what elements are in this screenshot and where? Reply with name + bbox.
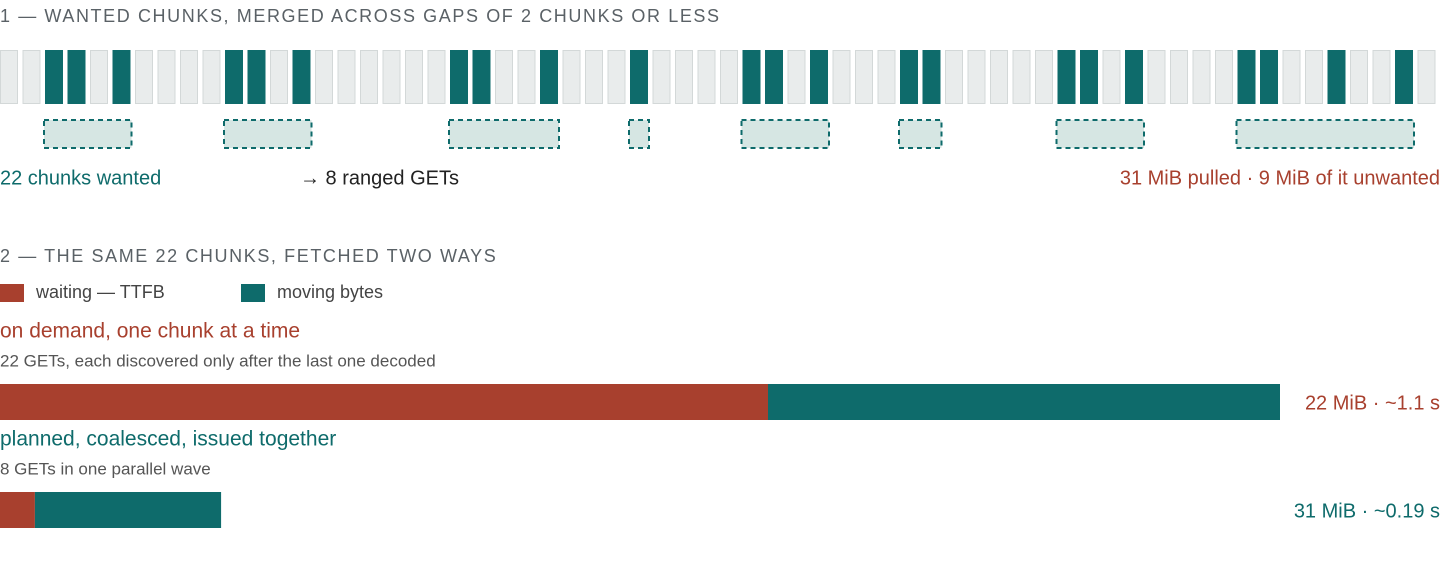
chunk: [562, 50, 581, 104]
legend: waiting — TTFB moving bytes: [0, 282, 383, 302]
row-subtitle: 22 GETs, each discovered only after the …: [0, 351, 436, 370]
row-summary: 22 MiB · ~1.1 s: [1305, 392, 1440, 414]
chunk: [337, 50, 356, 104]
wanted-chunk: [1125, 50, 1143, 104]
chunk: [202, 50, 221, 104]
chunk: [90, 50, 108, 104]
chunk-strip: [0, 50, 1436, 104]
chunk: [1372, 50, 1391, 104]
chunk: [990, 50, 1008, 104]
wanted-chunk: [1080, 50, 1098, 104]
ranged-get: [628, 119, 650, 149]
ranged-get: [1055, 119, 1145, 149]
wanted-chunk: [540, 50, 558, 104]
chunk: [1035, 50, 1053, 104]
wanted-chunk: [1395, 50, 1413, 104]
wanted-chunk: [1057, 50, 1076, 104]
chunk: [382, 50, 401, 104]
ranged-get: [898, 119, 943, 149]
chunk: [315, 50, 333, 104]
wanted-chunk: [630, 50, 648, 104]
row-title: planned, coalesced, issued together: [0, 428, 336, 451]
chunk: [135, 50, 153, 104]
time-segment: [768, 384, 1280, 420]
legend-label: waiting — TTFB: [35, 282, 165, 302]
legend-label: moving bytes: [277, 282, 383, 302]
chunk: [1170, 50, 1188, 104]
section-heading: 1 — WANTED CHUNKS, MERGED ACROSS GAPS OF…: [0, 6, 721, 26]
time-segment: [0, 384, 768, 420]
wanted-chunk: [247, 50, 266, 104]
chunk: [1147, 50, 1166, 104]
row-subtitle: 8 GETs in one parallel wave: [0, 459, 211, 478]
wanted-label: 22 chunks wanted: [0, 167, 161, 189]
chunk: [877, 50, 896, 104]
chunk: [0, 50, 18, 104]
wanted-chunk: [810, 50, 828, 104]
wanted-chunk: [112, 50, 131, 104]
chunk: [720, 50, 738, 104]
chunk: [1012, 50, 1031, 104]
pulled-label: 31 MiB pulled · 9 MiB of it unwanted: [1120, 167, 1440, 189]
wanted-chunk: [1260, 50, 1278, 104]
chunk: [1305, 50, 1323, 104]
chunk: [427, 50, 446, 104]
chunk: [607, 50, 626, 104]
chunk: [832, 50, 851, 104]
chunk: [1417, 50, 1436, 104]
chunk: [1102, 50, 1121, 104]
wanted-chunk: [900, 50, 918, 104]
chunk: [22, 50, 41, 104]
legend-swatch: [241, 284, 265, 302]
chunk: [787, 50, 806, 104]
ranged-get: [43, 119, 133, 149]
chunk: [697, 50, 716, 104]
ranged-get: [223, 119, 313, 149]
time-segment: [0, 492, 35, 528]
rows: on demand, one chunk at a time 22 GETs, e…: [0, 320, 1440, 528]
chunk: [157, 50, 176, 104]
chunk: [585, 50, 603, 104]
chunk: [270, 50, 288, 104]
chunk: [180, 50, 198, 104]
ranged-get: [1235, 119, 1415, 149]
wanted-chunk: [765, 50, 783, 104]
chunk: [945, 50, 963, 104]
gets-label: → 8 ranged GETs: [300, 167, 459, 189]
wanted-chunk: [450, 50, 468, 104]
chunk: [495, 50, 513, 104]
wanted-chunk: [225, 50, 243, 104]
chunk: [967, 50, 986, 104]
chunk: [360, 50, 378, 104]
chunk: [517, 50, 536, 104]
section-heading: 2 — THE SAME 22 CHUNKS, FETCHED TWO WAYS: [0, 246, 497, 266]
chunk: [855, 50, 873, 104]
wanted-chunk: [292, 50, 311, 104]
row-title: on demand, one chunk at a time: [0, 320, 300, 343]
row-summary: 31 MiB · ~0.19 s: [1294, 500, 1440, 522]
wanted-chunk: [922, 50, 941, 104]
wanted-chunk: [1237, 50, 1256, 104]
chunk: [1215, 50, 1233, 104]
wanted-chunk: [742, 50, 761, 104]
wanted-chunk: [472, 50, 491, 104]
chunk: [1282, 50, 1301, 104]
chunk: [675, 50, 693, 104]
wanted-chunk: [67, 50, 86, 104]
wanted-chunk: [45, 50, 63, 104]
range-strip: [43, 119, 1415, 149]
time-segment: [34, 492, 222, 528]
wanted-chunk: [1327, 50, 1346, 104]
ranged-get: [448, 119, 560, 149]
chunk: [405, 50, 423, 104]
ranged-get: [740, 119, 830, 149]
legend-swatch: [0, 284, 24, 302]
chunk: [1192, 50, 1211, 104]
chunk: [652, 50, 671, 104]
chunk: [1350, 50, 1368, 104]
